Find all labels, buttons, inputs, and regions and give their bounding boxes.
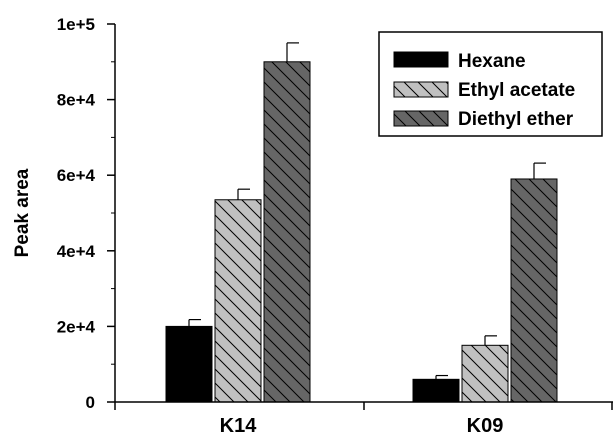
y-tick-label: 1e+5 xyxy=(57,15,95,34)
legend-label-diethyl-ether: Diethyl ether xyxy=(458,109,574,130)
bar-ethyl-acetate-k14 xyxy=(214,199,262,403)
x-tick-label-k14: K14 xyxy=(220,415,258,437)
y-tick-label: 8e+4 xyxy=(57,91,96,110)
y-tick-label: 6e+4 xyxy=(57,166,96,185)
y-tick-label: 0 xyxy=(86,393,95,412)
y-tick-label: 2e+4 xyxy=(57,317,96,336)
bar-series xyxy=(165,42,558,403)
y-axis-ticks: 0 2e+4 4e+4 6e+4 8e+4 1e+5 xyxy=(57,15,115,412)
bar-diethyl-ether-k09 xyxy=(510,178,558,403)
bar-hexane-k09 xyxy=(412,378,460,403)
legend-swatch-diethyl-ether xyxy=(393,110,449,127)
bar-hexane-k14 xyxy=(165,325,213,403)
x-tick-label-k09: K09 xyxy=(467,415,504,437)
legend-swatch-hexane xyxy=(393,51,449,68)
y-tick-label: 4e+4 xyxy=(57,242,96,261)
bar-ethyl-acetate-k09 xyxy=(461,344,509,403)
legend-label-ethyl-acetate: Ethyl acetate xyxy=(458,80,575,101)
legend-swatch-ethyl-acetate xyxy=(393,81,449,98)
bar-diethyl-ether-k14 xyxy=(263,61,311,403)
x-axis-ticks: K14 K09 xyxy=(114,402,613,437)
y-axis-label: Peak area xyxy=(12,168,33,257)
legend-label-hexane: Hexane xyxy=(458,51,526,72)
legend: Hexane Ethyl acetate Diethyl ether xyxy=(378,31,603,137)
